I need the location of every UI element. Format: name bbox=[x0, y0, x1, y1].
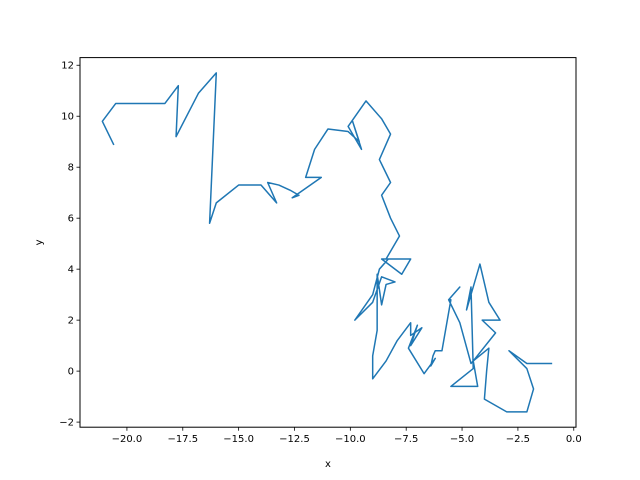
x-tick-label: −10.0 bbox=[335, 434, 366, 445]
x-tick-label: −2.5 bbox=[506, 434, 530, 445]
x-tick-label: 0.0 bbox=[566, 434, 582, 445]
x-tick-label: −17.5 bbox=[167, 434, 198, 445]
y-tick-label: 0 bbox=[68, 367, 74, 378]
y-tick-label: 2 bbox=[68, 316, 74, 327]
plot-area bbox=[101, 72, 553, 413]
x-axis-label: x bbox=[325, 459, 331, 470]
y-tick-label: 6 bbox=[68, 214, 74, 225]
y-tick-label: 10 bbox=[61, 112, 74, 123]
x-tick-label: −7.5 bbox=[394, 434, 418, 445]
y-tick-label: −2 bbox=[59, 418, 74, 429]
axes-frame bbox=[79, 57, 577, 428]
x-tick-label: −15.0 bbox=[223, 434, 254, 445]
y-axis-label: y bbox=[34, 239, 45, 245]
y-tick-label: 4 bbox=[68, 265, 74, 276]
y-tick-label: 8 bbox=[68, 163, 74, 174]
y-axis-ticks: −2 0 2 4 6 8 10 12 bbox=[59, 61, 80, 429]
y-tick-label: 12 bbox=[61, 61, 74, 72]
x-tick-label: −20.0 bbox=[112, 434, 143, 445]
x-tick-label: −5.0 bbox=[450, 434, 474, 445]
series-line bbox=[101, 72, 553, 413]
x-tick-label: −12.5 bbox=[279, 434, 310, 445]
x-axis-ticks: −20.0 −17.5 −15.0 −12.5 −10.0 −7.5 −5.0 −2.5 0.0 bbox=[112, 427, 582, 445]
